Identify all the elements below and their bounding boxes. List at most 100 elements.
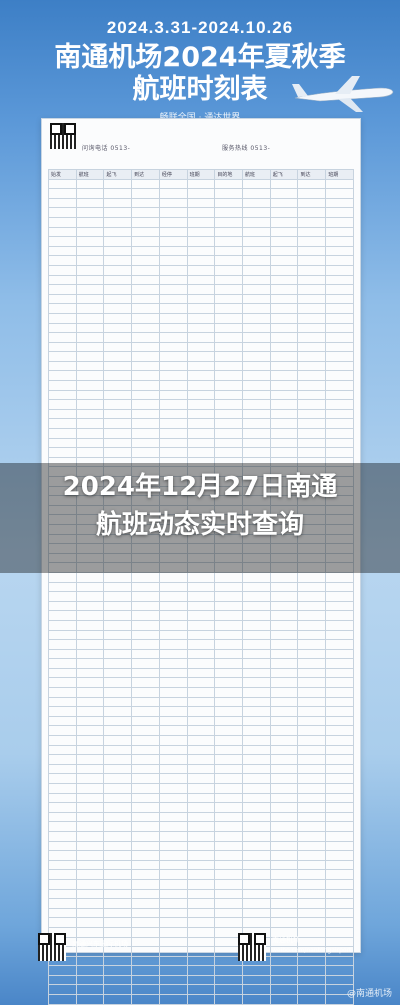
table-cell [103, 648, 133, 660]
table-cell [325, 370, 354, 382]
table-cell [186, 293, 216, 305]
table-cell [103, 754, 133, 765]
table-header-row: 始发 航班 起飞 到达 经停 班期 目的地 航班 起飞 到达 班期 [48, 169, 354, 180]
table-cell [297, 389, 327, 401]
table-cell [269, 245, 299, 257]
table-cell [242, 264, 271, 276]
table-row [48, 677, 354, 689]
table-cell [186, 706, 216, 717]
table-cell [186, 907, 216, 919]
table-cell [269, 428, 299, 439]
table-cell [214, 811, 244, 823]
table-cell [131, 188, 160, 199]
table-cell [75, 437, 105, 449]
table-cell [131, 840, 160, 852]
table-cell [186, 725, 216, 737]
table-cell [48, 629, 77, 641]
table-cell [269, 197, 299, 209]
table-cell [131, 619, 160, 631]
table-row [48, 418, 354, 430]
table-row [48, 399, 354, 410]
table-cell [214, 600, 244, 612]
airplane-icon [292, 76, 394, 112]
table-cell [325, 178, 354, 190]
headline-line-2: 航班动态实时查询 [95, 510, 304, 540]
table-cell [269, 447, 299, 458]
table-cell [297, 341, 327, 353]
table-row [48, 207, 354, 218]
table-cell [158, 687, 188, 698]
table-cell [214, 264, 244, 276]
table-cell [214, 898, 244, 909]
table-cell [75, 188, 105, 199]
table-cell [297, 408, 327, 420]
table-cell [269, 763, 299, 775]
table-cell [48, 706, 77, 717]
table-cell [103, 830, 133, 842]
table-cell [214, 735, 244, 746]
table-cell [269, 408, 299, 420]
table-cell [48, 696, 77, 708]
table-cell [158, 264, 188, 276]
table-cell [48, 341, 77, 353]
table-cell [214, 706, 244, 717]
table-cell [325, 197, 354, 209]
table-cell [325, 571, 354, 583]
table-cell [325, 360, 354, 372]
table-cell [269, 667, 299, 679]
table-cell [186, 216, 216, 228]
table-row [48, 687, 354, 698]
table-row [48, 188, 354, 199]
table-cell [158, 408, 188, 420]
table-cell [75, 715, 105, 727]
table-cell [186, 898, 216, 909]
table-row [48, 773, 354, 784]
table-cell [103, 898, 133, 909]
table-cell [269, 600, 299, 612]
table-cell [325, 792, 354, 804]
table-cell [158, 447, 188, 458]
table-cell [131, 581, 160, 593]
table-cell [158, 725, 188, 737]
table-cell [131, 696, 160, 708]
table-cell [75, 763, 105, 775]
qr-code-icon [38, 933, 66, 961]
table-row [48, 216, 354, 228]
table-cell [242, 754, 271, 765]
table-cell [269, 687, 299, 698]
table-cell [325, 811, 354, 823]
table-cell [75, 274, 105, 286]
table-row [48, 850, 354, 861]
table-cell [242, 428, 271, 439]
table-cell [48, 687, 77, 698]
table-cell [103, 706, 133, 717]
table-cell [48, 840, 77, 852]
table-cell [48, 591, 77, 602]
table-cell [325, 629, 354, 641]
table-cell [269, 811, 299, 823]
table-cell [158, 274, 188, 286]
table-cell [131, 255, 160, 266]
table-cell [48, 811, 77, 823]
table-cell [325, 226, 354, 238]
table-cell [103, 236, 133, 247]
table-cell [297, 428, 327, 439]
table-row [48, 735, 354, 746]
table-cell [158, 763, 188, 775]
col-header: 起飞 [103, 169, 133, 180]
table-cell [325, 322, 354, 334]
table-cell [131, 399, 160, 410]
table-cell [214, 639, 244, 650]
table-cell [186, 197, 216, 209]
table-cell [158, 322, 188, 334]
table-row [48, 293, 354, 305]
table-cell [103, 821, 133, 832]
table-cell [131, 610, 160, 621]
table-cell [186, 389, 216, 401]
table-cell [269, 878, 299, 890]
table-cell [131, 226, 160, 238]
table-cell [75, 802, 105, 813]
table-cell [48, 245, 77, 257]
table-cell [242, 236, 271, 247]
table-cell [325, 380, 354, 391]
